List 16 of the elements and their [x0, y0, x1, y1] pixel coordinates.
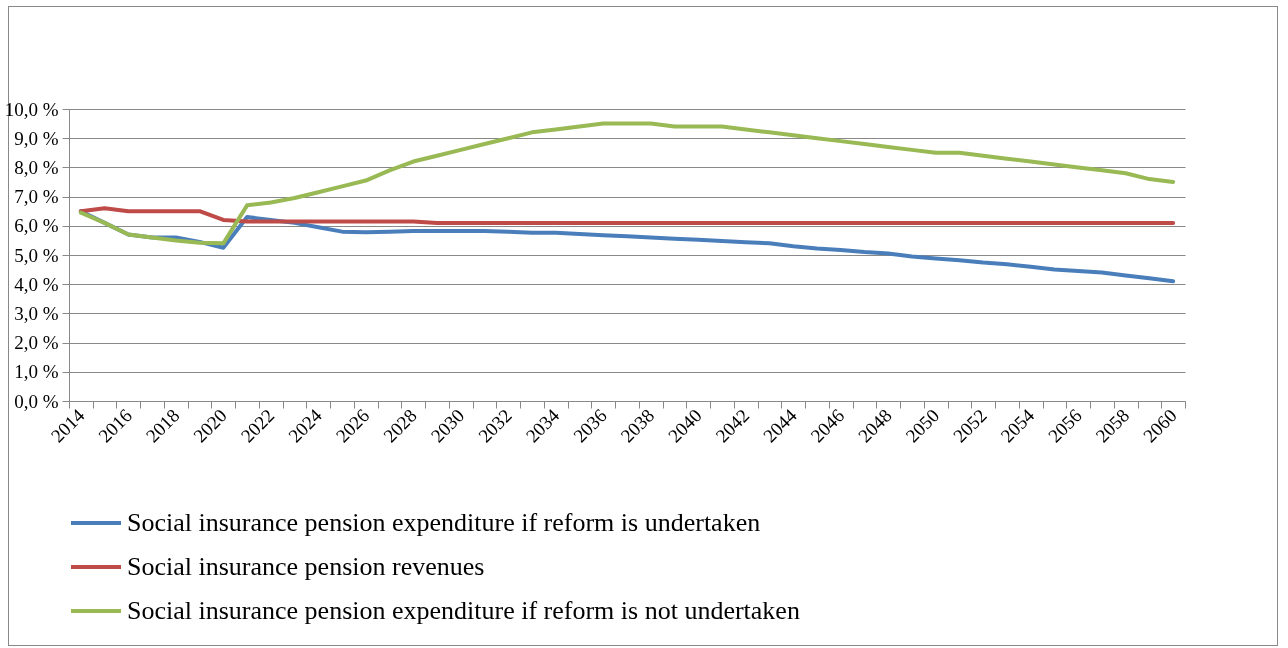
y-tick-label: 9,0 % — [14, 127, 59, 149]
y-tick-label: 0,0 % — [14, 390, 59, 412]
legend-label: Social insurance pension expenditure if reform is not undertaken — [127, 596, 800, 625]
y-tick-label: 4,0 % — [14, 273, 59, 295]
y-tick-label: 1,0 % — [14, 361, 59, 383]
y-tick-label: 7,0 % — [14, 186, 59, 208]
y-tick-label: 3,0 % — [14, 302, 59, 324]
y-tick-label: 10,0 % — [4, 98, 59, 120]
y-tick-label: 6,0 % — [14, 215, 59, 237]
y-tick-label: 8,0 % — [14, 156, 59, 178]
y-tick-label: 2,0 % — [14, 332, 59, 354]
y-tick-label: 5,0 % — [14, 244, 59, 266]
legend-label: Social insurance pension revenues — [127, 552, 485, 581]
line-series — [78, 206, 1176, 225]
legend-label: Social insurance pension expenditure if reform is undertaken — [127, 508, 761, 537]
line-series — [78, 121, 1176, 246]
